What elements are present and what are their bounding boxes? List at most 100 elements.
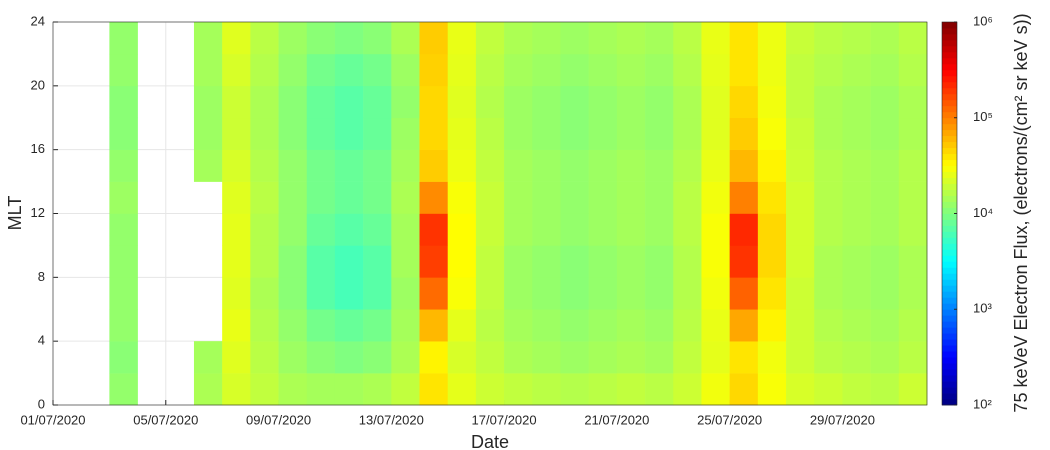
heatmap-cell <box>278 213 308 246</box>
y-tick-label: 0 <box>38 396 45 411</box>
heatmap-cell <box>532 181 561 214</box>
colorbar-swatch <box>942 213 957 220</box>
heatmap-cell <box>419 373 449 406</box>
heatmap-cell <box>786 277 815 310</box>
heatmap-cell <box>363 181 392 214</box>
heatmap-cell <box>588 213 618 246</box>
heatmap-cell <box>842 277 871 310</box>
heatmap-cell <box>504 22 533 55</box>
heatmap-cell <box>786 309 815 342</box>
heatmap-cell <box>334 309 364 342</box>
heatmap-cell <box>532 22 561 55</box>
heatmap-cell <box>250 277 279 310</box>
y-tick-label: 16 <box>31 141 45 156</box>
heatmap-cell <box>870 341 900 374</box>
heatmap-cell <box>645 181 674 214</box>
heatmap-cell <box>870 181 900 214</box>
heatmap-cell <box>616 245 646 278</box>
heatmap-cell <box>419 245 449 278</box>
heatmap-cell <box>898 341 928 374</box>
heatmap-cell <box>222 309 251 342</box>
heatmap-cell <box>645 53 674 87</box>
heatmap-cell <box>447 85 477 119</box>
colorbar-swatch <box>942 303 957 310</box>
heatmap-cell <box>250 245 279 278</box>
heatmap-cell <box>334 181 364 214</box>
heatmap-cell <box>419 341 449 374</box>
heatmap-cell <box>898 22 928 55</box>
heatmap-cell <box>786 245 815 278</box>
heatmap-cell <box>814 341 843 374</box>
heatmap-cell <box>532 245 561 278</box>
heatmap-cell <box>870 85 900 119</box>
heatmap-cell <box>701 245 730 278</box>
colorbar-swatch <box>942 279 957 286</box>
heatmap-cell <box>786 213 815 246</box>
colorbar-swatch <box>942 51 957 59</box>
heatmap-cell <box>193 22 223 55</box>
heatmap-cell <box>391 181 420 214</box>
colorbar-swatch <box>942 75 957 83</box>
heatmap-cell <box>391 53 420 87</box>
x-tick-label: 25/07/2020 <box>697 412 762 427</box>
heatmap-cell <box>306 277 336 310</box>
heatmap-cell <box>842 373 871 406</box>
heatmap-cell <box>391 277 420 310</box>
heatmap-cell <box>447 341 477 374</box>
heatmap-cell <box>447 277 477 310</box>
heatmap-cell <box>532 277 561 310</box>
heatmap-cell <box>278 53 308 87</box>
heatmap-cell <box>419 117 449 150</box>
colorbar-swatch <box>942 129 957 137</box>
heatmap-cell <box>334 341 364 374</box>
heatmap-cell <box>504 53 533 87</box>
heatmap-cell <box>870 22 900 55</box>
heatmap-cell <box>786 85 815 119</box>
x-tick-label: 29/07/2020 <box>810 412 875 427</box>
heatmap-cell <box>504 85 533 119</box>
heatmap-cell <box>616 22 646 55</box>
heatmap-cell <box>447 309 477 342</box>
heatmap-cell <box>729 213 759 246</box>
colorbar-swatch <box>942 39 957 47</box>
heatmap-cell <box>419 213 449 246</box>
heatmap-cell <box>560 117 589 150</box>
heatmap-cell <box>616 341 646 374</box>
heatmap-cell <box>814 373 843 406</box>
colorbar-swatch <box>942 22 957 29</box>
heatmap-cell <box>419 277 449 310</box>
colorbar-swatch <box>942 393 957 400</box>
heatmap-cell <box>391 213 420 246</box>
heatmap-cell <box>757 213 787 246</box>
colorbar-swatch <box>942 63 957 71</box>
heatmap-cell <box>447 117 477 150</box>
heatmap-cell <box>729 85 759 119</box>
heatmap-cell <box>560 341 589 374</box>
heatmap-cell <box>588 245 618 278</box>
heatmap-cell <box>334 277 364 310</box>
heatmap-cell <box>560 245 589 278</box>
heatmap-cell <box>306 213 336 246</box>
heatmap-cell <box>786 181 815 214</box>
heatmap-cell <box>475 245 505 278</box>
colorbar-swatch <box>942 141 957 149</box>
heatmap-cell <box>842 117 871 150</box>
heatmap-cell <box>222 22 251 55</box>
heatmap-cell <box>588 373 618 406</box>
colorbar-swatch <box>942 345 957 352</box>
heatmap-cell <box>842 149 871 182</box>
heatmap-cell <box>814 309 843 342</box>
heatmap-cell <box>701 373 730 406</box>
heatmap-cell <box>616 117 646 150</box>
heatmap-cell <box>222 181 251 214</box>
colorbar-swatch <box>942 69 957 77</box>
heatmap-cell <box>363 373 392 406</box>
heatmap-cell <box>306 373 336 406</box>
heatmap-cell <box>757 341 787 374</box>
heatmap-cell <box>250 213 279 246</box>
heatmap-cell <box>870 149 900 182</box>
heatmap-cell <box>306 117 336 150</box>
colorbar-swatch <box>942 327 957 334</box>
heatmap-cell <box>814 277 843 310</box>
colorbar-swatch <box>942 387 957 394</box>
